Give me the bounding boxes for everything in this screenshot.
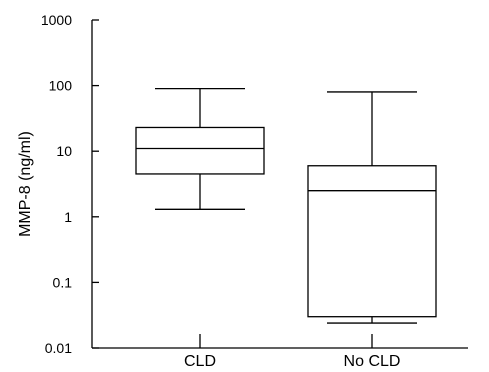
y-axis: 1000 100 10 1 0.1 0.01 — [41, 12, 99, 356]
y-axis-title: MMP-8 (ng/ml) — [17, 131, 34, 237]
box-plot — [307, 91, 437, 324]
y-tick-label: 1 — [64, 209, 72, 225]
y-tick-label: 10 — [56, 143, 72, 159]
box-plots — [135, 87, 437, 324]
y-tick-label: 0.1 — [53, 274, 73, 290]
y-tick-label: 0.01 — [45, 340, 72, 356]
x-tick-label: CLD — [184, 353, 216, 370]
box-plot — [135, 87, 265, 210]
x-axis: CLD No CLD — [92, 334, 468, 370]
box-iqr — [135, 126, 265, 175]
y-tick-label: 1000 — [41, 12, 72, 28]
box-iqr — [307, 165, 437, 318]
x-tick-label: No CLD — [344, 353, 401, 370]
y-tick-label: 100 — [49, 78, 73, 94]
